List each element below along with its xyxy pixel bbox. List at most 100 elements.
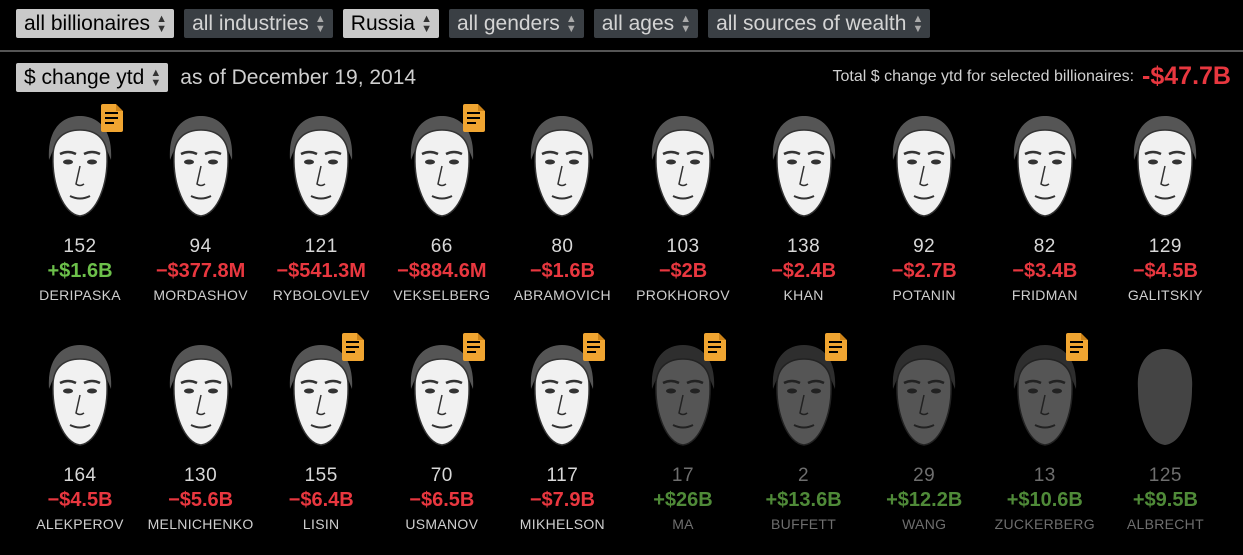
- document-icon[interactable]: [342, 333, 365, 361]
- billionaire-card[interactable]: 29 +$12.2B WANG: [862, 339, 986, 532]
- ytd-change: −$6.5B: [409, 489, 475, 511]
- billionaire-card[interactable]: 82 −$3.4B FRIDMAN: [983, 110, 1107, 303]
- billionaire-card[interactable]: 92 −$2.7B POTANIN: [862, 110, 986, 303]
- ytd-change: +$12.2B: [886, 489, 963, 511]
- updown-arrow-icon: ▲ ▼: [314, 12, 326, 35]
- billionaire-card[interactable]: 130 −$5.6B MELNICHENKO: [139, 339, 263, 532]
- billionaires-filter[interactable]: all billionaires ▲ ▼: [16, 9, 175, 38]
- billionaire-card[interactable]: 155 −$6.4B LISIN: [259, 333, 383, 532]
- portrait[interactable]: [1006, 110, 1084, 226]
- sources-filter[interactable]: all sources of wealth ▲ ▼: [708, 9, 931, 38]
- document-icon[interactable]: [462, 333, 485, 361]
- portrait[interactable]: [282, 110, 360, 226]
- billionaire-name: USMANOV: [405, 516, 479, 532]
- billionaire-card[interactable]: 129 −$4.5B GALITSKIY: [1103, 110, 1227, 303]
- ytd-change: −$2B: [658, 260, 708, 282]
- billionaire-name: PROKHOROV: [636, 287, 730, 303]
- updown-arrow-icon: ▲ ▼: [156, 12, 168, 35]
- portrait[interactable]: [403, 333, 485, 455]
- billionaire-name: POTANIN: [892, 287, 956, 303]
- billionaire-card[interactable]: 13 +$10.6B ZUCKERBERG: [983, 333, 1107, 532]
- billionaire-name: WANG: [902, 516, 947, 532]
- billionaire-name: BUFFETT: [771, 516, 837, 532]
- billionaire-card[interactable]: 138 −$2.4B KHAN: [742, 110, 866, 303]
- document-icon[interactable]: [462, 104, 485, 132]
- billionaire-name: RYBOLOVLEV: [272, 287, 370, 303]
- rank: 82: [1033, 236, 1056, 257]
- document-icon[interactable]: [1065, 333, 1088, 361]
- billionaire-card[interactable]: 117 −$7.9B MIKHELSON: [500, 333, 624, 532]
- portrait[interactable]: [162, 110, 240, 226]
- total-summary: Total $ change ytd for selected billiona…: [833, 62, 1231, 91]
- billionaire-card[interactable]: 103 −$2B PROKHOROV: [621, 110, 745, 303]
- industries-filter-label: all industries: [192, 12, 309, 35]
- portrait[interactable]: [1126, 110, 1204, 226]
- rank: 92: [913, 236, 936, 257]
- billionaire-name: ALBRECHT: [1126, 516, 1204, 532]
- ytd-change: −$1.6B: [529, 260, 595, 282]
- portrait[interactable]: [162, 339, 240, 455]
- billionaire-card[interactable]: 80 −$1.6B ABRAMOVICH: [500, 110, 624, 303]
- billionaire-name: FRIDMAN: [1011, 287, 1078, 303]
- portrait[interactable]: [765, 333, 847, 455]
- billionaire-name: MIKHELSON: [519, 516, 605, 532]
- metric-select[interactable]: $ change ytd ▲ ▼: [16, 63, 169, 92]
- portrait[interactable]: [885, 110, 963, 226]
- sources-filter-label: all sources of wealth: [716, 12, 907, 35]
- billionaire-name: ABRAMOVICH: [513, 287, 611, 303]
- rank: 66: [430, 236, 453, 257]
- billionaire-card[interactable]: 121 −$541.3M RYBOLOVLEV: [259, 110, 383, 303]
- billionaire-card[interactable]: 94 −$377.8M MORDASHOV: [139, 110, 263, 303]
- billionaire-card[interactable]: 125 +$9.5B ALBRECHT: [1103, 339, 1227, 532]
- metric-select-label: $ change ytd: [24, 66, 145, 89]
- billionaire-card[interactable]: 152 +$1.6B DERIPASKA: [18, 104, 142, 303]
- rank: 2: [798, 465, 810, 486]
- ytd-change: −$4.5B: [47, 489, 113, 511]
- updown-arrow-icon: ▲ ▼: [565, 12, 577, 35]
- ytd-change: −$2.4B: [771, 260, 837, 282]
- portrait[interactable]: [523, 110, 601, 226]
- billionaire-card[interactable]: 164 −$4.5B ALEKPEROV: [18, 339, 142, 532]
- country-filter-label: Russia: [350, 12, 415, 35]
- billionaire-card[interactable]: 70 −$6.5B USMANOV: [380, 333, 504, 532]
- portrait[interactable]: [1126, 339, 1204, 455]
- document-icon[interactable]: [704, 333, 726, 361]
- billionaire-name: KHAN: [783, 287, 824, 303]
- rank: 125: [1148, 465, 1182, 486]
- ytd-change: +$13.6B: [765, 489, 842, 511]
- portrait[interactable]: [41, 104, 123, 226]
- rank: 117: [546, 465, 579, 486]
- genders-filter-label: all genders: [457, 12, 560, 35]
- portrait[interactable]: [282, 333, 365, 455]
- portrait[interactable]: [644, 333, 726, 455]
- portrait[interactable]: [523, 333, 606, 455]
- updown-arrow-icon: ▲ ▼: [680, 12, 692, 35]
- billionaire-card[interactable]: 66 −$884.6M VEKSELBERG: [380, 104, 504, 303]
- portrait[interactable]: [41, 339, 119, 455]
- rank: 129: [1148, 236, 1182, 257]
- portrait[interactable]: [644, 110, 722, 226]
- portrait[interactable]: [765, 110, 843, 226]
- rank: 94: [189, 236, 212, 257]
- industries-filter[interactable]: all industries ▲ ▼: [184, 9, 333, 38]
- document-icon[interactable]: [824, 333, 847, 361]
- country-filter[interactable]: Russia ▲ ▼: [342, 9, 439, 38]
- portrait[interactable]: [885, 339, 963, 455]
- ages-filter[interactable]: all ages ▲ ▼: [593, 9, 699, 38]
- rank: 17: [671, 465, 695, 486]
- genders-filter[interactable]: all genders ▲ ▼: [449, 9, 584, 38]
- document-icon[interactable]: [583, 333, 606, 361]
- ytd-change: −$884.6M: [397, 260, 487, 282]
- portrait[interactable]: [403, 104, 485, 226]
- billionaire-name: ZUCKERBERG: [994, 516, 1095, 532]
- rank: 138: [786, 236, 821, 257]
- document-icon[interactable]: [101, 104, 123, 132]
- ytd-change: +$9.5B: [1132, 489, 1198, 511]
- updown-arrow-icon: ▲ ▼: [150, 66, 162, 89]
- ages-filter-label: all ages: [601, 12, 675, 35]
- ytd-change: −$541.3M: [276, 260, 366, 282]
- portrait[interactable]: [1006, 333, 1088, 455]
- ytd-change: −$377.8M: [155, 260, 246, 282]
- billionaire-card[interactable]: 17 +$26B MA: [621, 333, 745, 532]
- billionaire-card[interactable]: 2 +$13.6B BUFFETT: [742, 333, 866, 532]
